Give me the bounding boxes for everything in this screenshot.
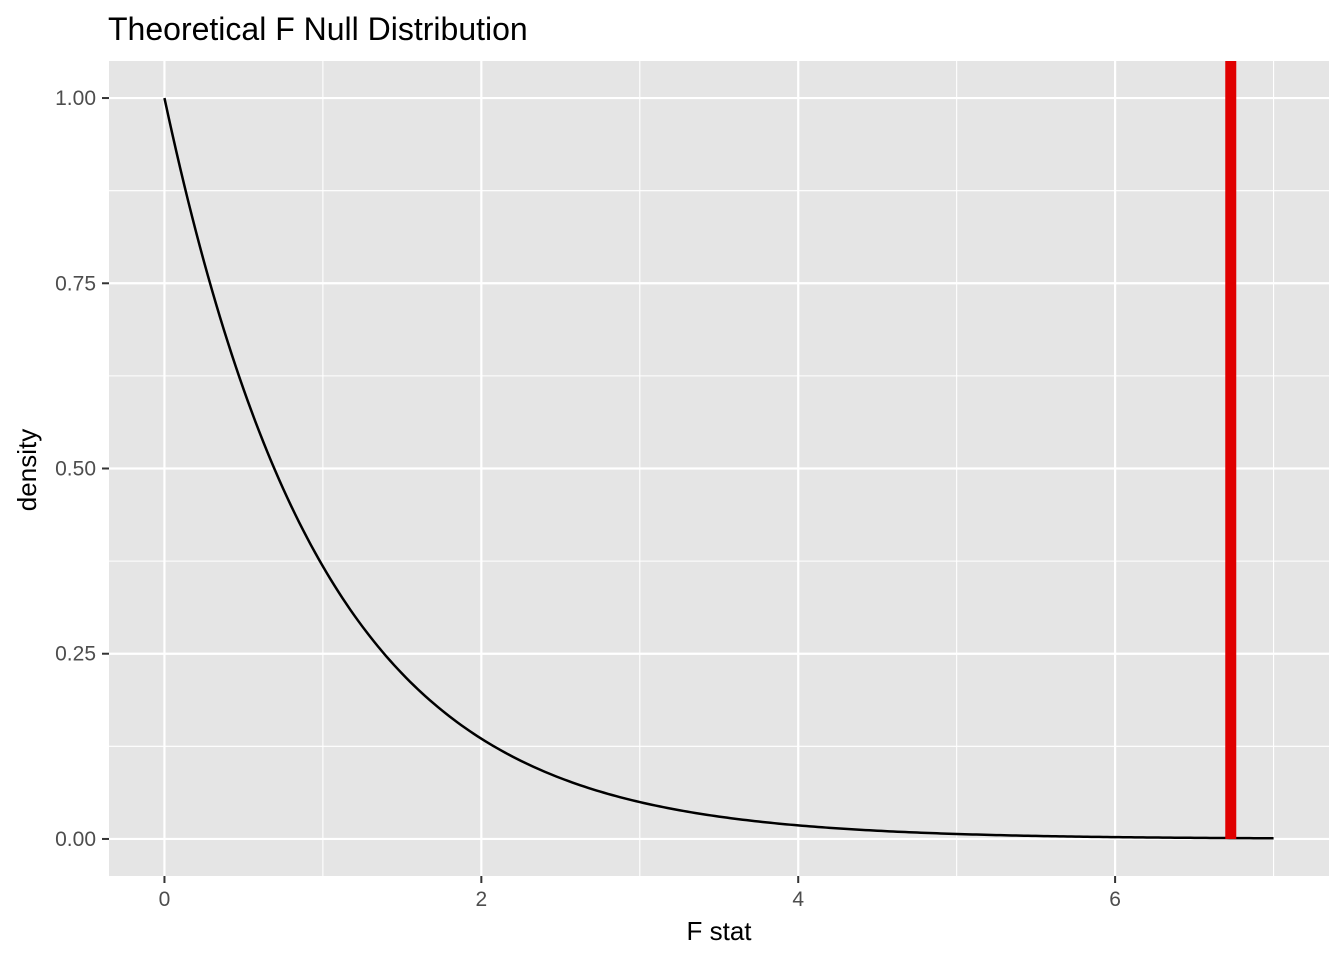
chart-title: Theoretical F Null Distribution [108, 11, 528, 47]
x-axis: 0 2 4 6 [159, 876, 1121, 911]
y-tick-label: 0.00 [55, 828, 96, 851]
y-axis-title: density [12, 429, 42, 511]
y-tick-label: 0.75 [55, 272, 96, 295]
major-gridlines [109, 61, 1329, 876]
x-tick-label: 6 [1109, 888, 1121, 911]
y-tick-label: 0.25 [55, 643, 96, 666]
x-tick-label: 4 [792, 888, 804, 911]
y-tick-label: 1.00 [55, 87, 96, 110]
density-curve-layer [163, 97, 1274, 840]
density-curve [163, 97, 1274, 840]
y-tick-label: 0.50 [55, 458, 96, 481]
y-axis: 0.00 0.25 0.50 0.75 1.00 [55, 87, 109, 851]
x-tick-label: 0 [159, 888, 171, 911]
x-axis-title: F stat [686, 916, 752, 946]
x-tick-label: 2 [475, 888, 487, 911]
